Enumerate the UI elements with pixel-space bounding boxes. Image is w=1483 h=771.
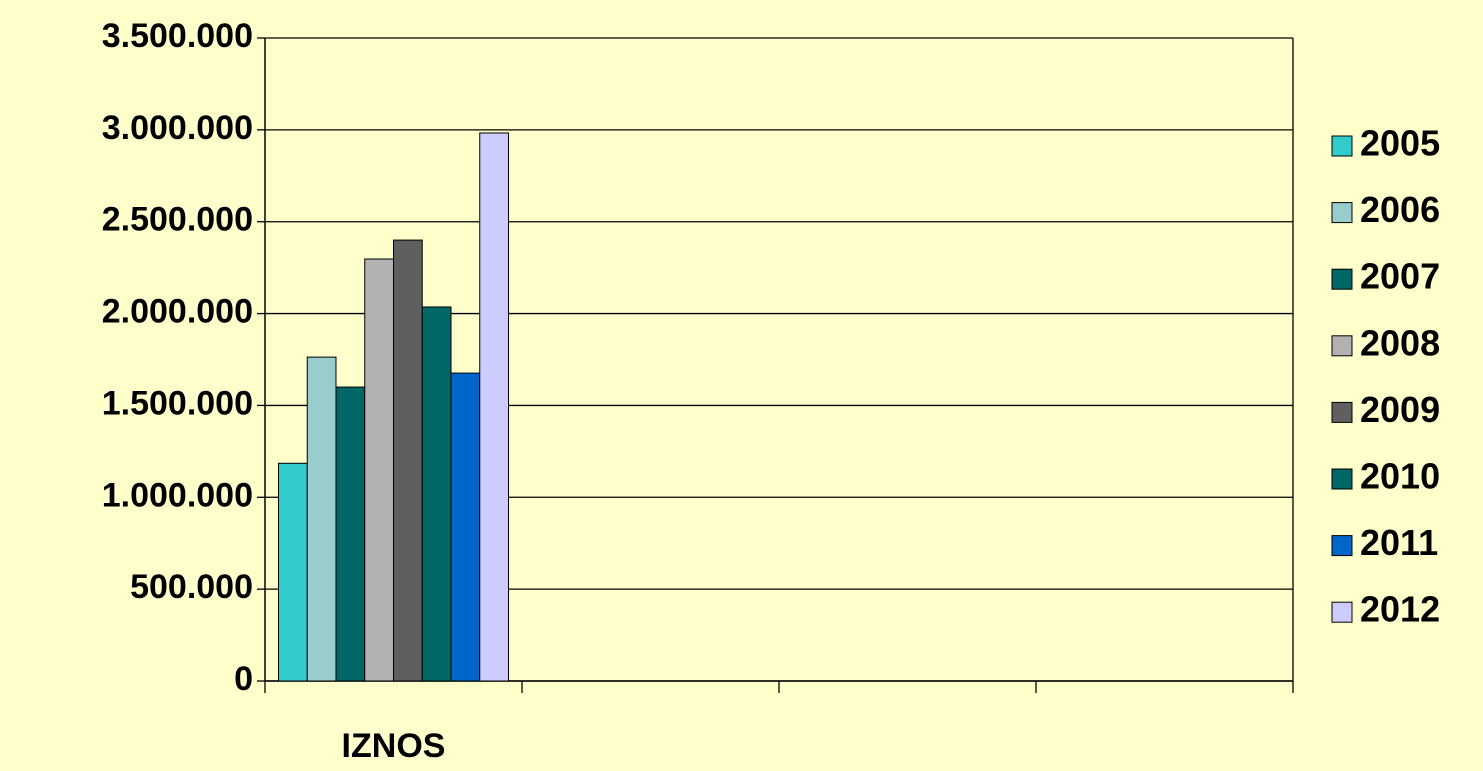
legend-swatch [1331,535,1353,557]
y-tick-label: 500.000 [130,568,253,606]
legend-label: 2007 [1360,256,1440,297]
bar [335,386,366,682]
x-tick-label: IZNOS [342,727,446,765]
bar [277,462,308,682]
y-tick-label: 3.000.000 [102,109,253,147]
legend-label: 2011 [1360,522,1438,563]
legend-label: 2009 [1360,389,1440,430]
legend-label: 2008 [1360,322,1440,363]
y-tick-label: 1.500.000 [102,384,253,422]
legend-swatch [1331,468,1353,490]
legend-label: 2010 [1360,456,1440,497]
legend-swatch [1331,335,1353,357]
legend-swatch [1331,401,1353,423]
bar [364,258,395,682]
y-tick-label: 1.000.000 [102,476,253,514]
legend-swatch [1331,202,1353,224]
y-tick-label: 0 [234,660,253,698]
bar [450,372,481,682]
bar [421,306,452,682]
y-tick-label: 2.500.000 [102,201,253,239]
legend-swatch [1331,268,1353,290]
bar [306,356,337,682]
legend-label: 2006 [1360,189,1440,230]
y-tick-label: 2.000.000 [102,293,253,331]
legend-swatch [1331,135,1353,157]
legend-label: 2005 [1360,123,1440,164]
bar [393,239,423,682]
legend-swatch [1331,601,1353,623]
y-tick-label: 3.500.000 [102,17,253,55]
legend-label: 2012 [1360,589,1440,630]
bar [479,132,510,682]
